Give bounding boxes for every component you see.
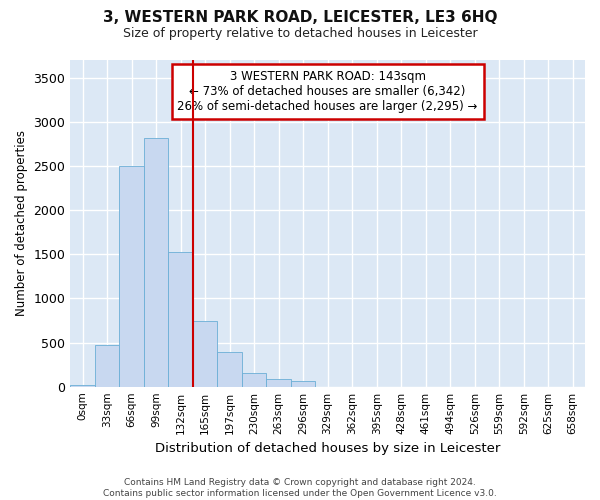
Y-axis label: Number of detached properties: Number of detached properties: [15, 130, 28, 316]
Bar: [266, 378, 291, 386]
Text: 3 WESTERN PARK ROAD: 143sqm
← 73% of detached houses are smaller (6,342)
26% of : 3 WESTERN PARK ROAD: 143sqm ← 73% of det…: [178, 70, 478, 113]
Bar: [95, 345, 119, 387]
Bar: [169, 252, 193, 386]
Bar: [119, 166, 144, 386]
Bar: [242, 374, 266, 386]
Text: Size of property relative to detached houses in Leicester: Size of property relative to detached ho…: [122, 28, 478, 40]
Bar: [144, 138, 169, 386]
Bar: [193, 322, 217, 386]
Bar: [291, 382, 316, 386]
Bar: [70, 385, 95, 386]
X-axis label: Distribution of detached houses by size in Leicester: Distribution of detached houses by size …: [155, 442, 500, 455]
Bar: [217, 352, 242, 386]
Text: Contains HM Land Registry data © Crown copyright and database right 2024.
Contai: Contains HM Land Registry data © Crown c…: [103, 478, 497, 498]
Text: 3, WESTERN PARK ROAD, LEICESTER, LE3 6HQ: 3, WESTERN PARK ROAD, LEICESTER, LE3 6HQ: [103, 10, 497, 25]
